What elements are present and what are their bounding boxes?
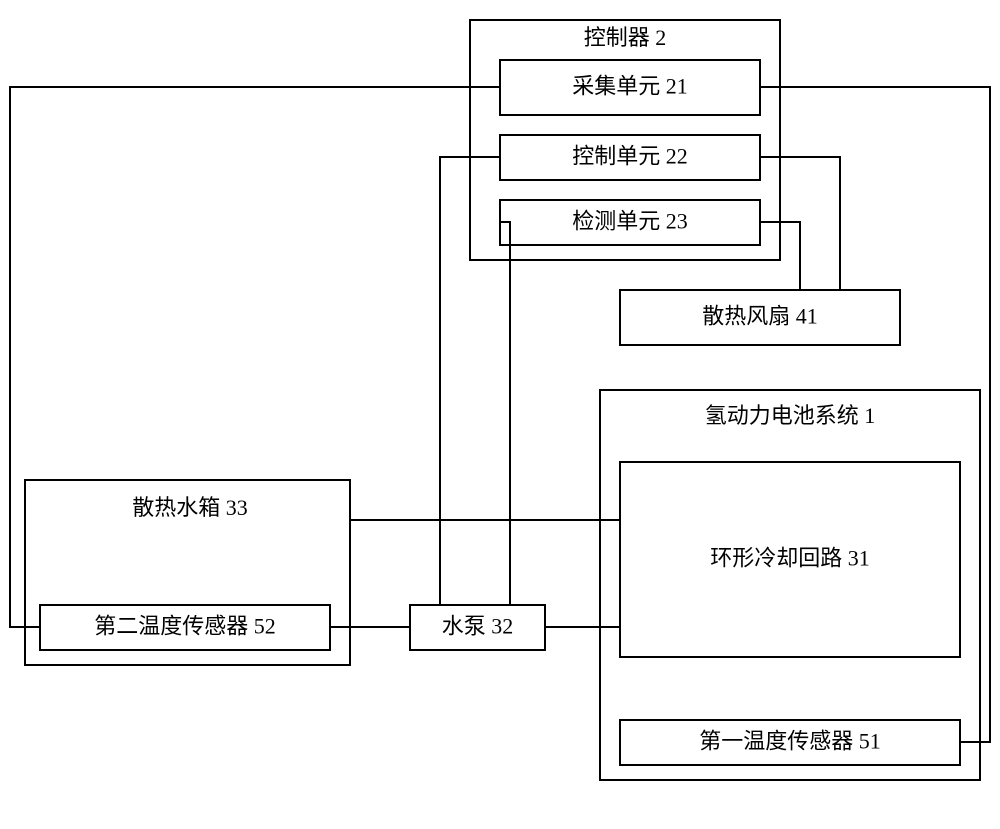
node-acq: 采集单元 21 bbox=[500, 60, 760, 115]
node-acq-label: 采集单元 21 bbox=[572, 74, 688, 99]
node-detect: 检测单元 23 bbox=[500, 200, 760, 245]
node-controller-label: 控制器 2 bbox=[584, 25, 667, 50]
node-sensor1-label: 第一温度传感器 51 bbox=[699, 729, 881, 754]
edge-acq-to-sensor2 bbox=[10, 87, 500, 627]
node-h2sys-label: 氢动力电池系统 1 bbox=[705, 403, 876, 428]
node-h2sys-box bbox=[600, 390, 980, 780]
node-sensor1: 第一温度传感器 51 bbox=[620, 720, 960, 765]
node-pump: 水泵 32 bbox=[410, 605, 545, 650]
node-ctrl: 控制单元 22 bbox=[500, 135, 760, 180]
node-fan: 散热风扇 41 bbox=[620, 290, 900, 345]
node-loop: 环形冷却回路 31 bbox=[620, 462, 960, 657]
node-h2sys: 氢动力电池系统 1 bbox=[600, 390, 980, 780]
node-sensor2: 第二温度传感器 52 bbox=[40, 605, 330, 650]
node-loop-label: 环形冷却回路 31 bbox=[710, 546, 870, 571]
node-fan-label: 散热风扇 41 bbox=[702, 304, 818, 329]
node-tank-label: 散热水箱 33 bbox=[132, 495, 248, 520]
node-sensor2-label: 第二温度传感器 52 bbox=[94, 614, 276, 639]
node-pump-label: 水泵 32 bbox=[442, 614, 514, 639]
node-detect-label: 检测单元 23 bbox=[572, 209, 688, 234]
edge-detect-to-pump bbox=[500, 222, 510, 605]
node-ctrl-label: 控制单元 22 bbox=[572, 144, 688, 169]
